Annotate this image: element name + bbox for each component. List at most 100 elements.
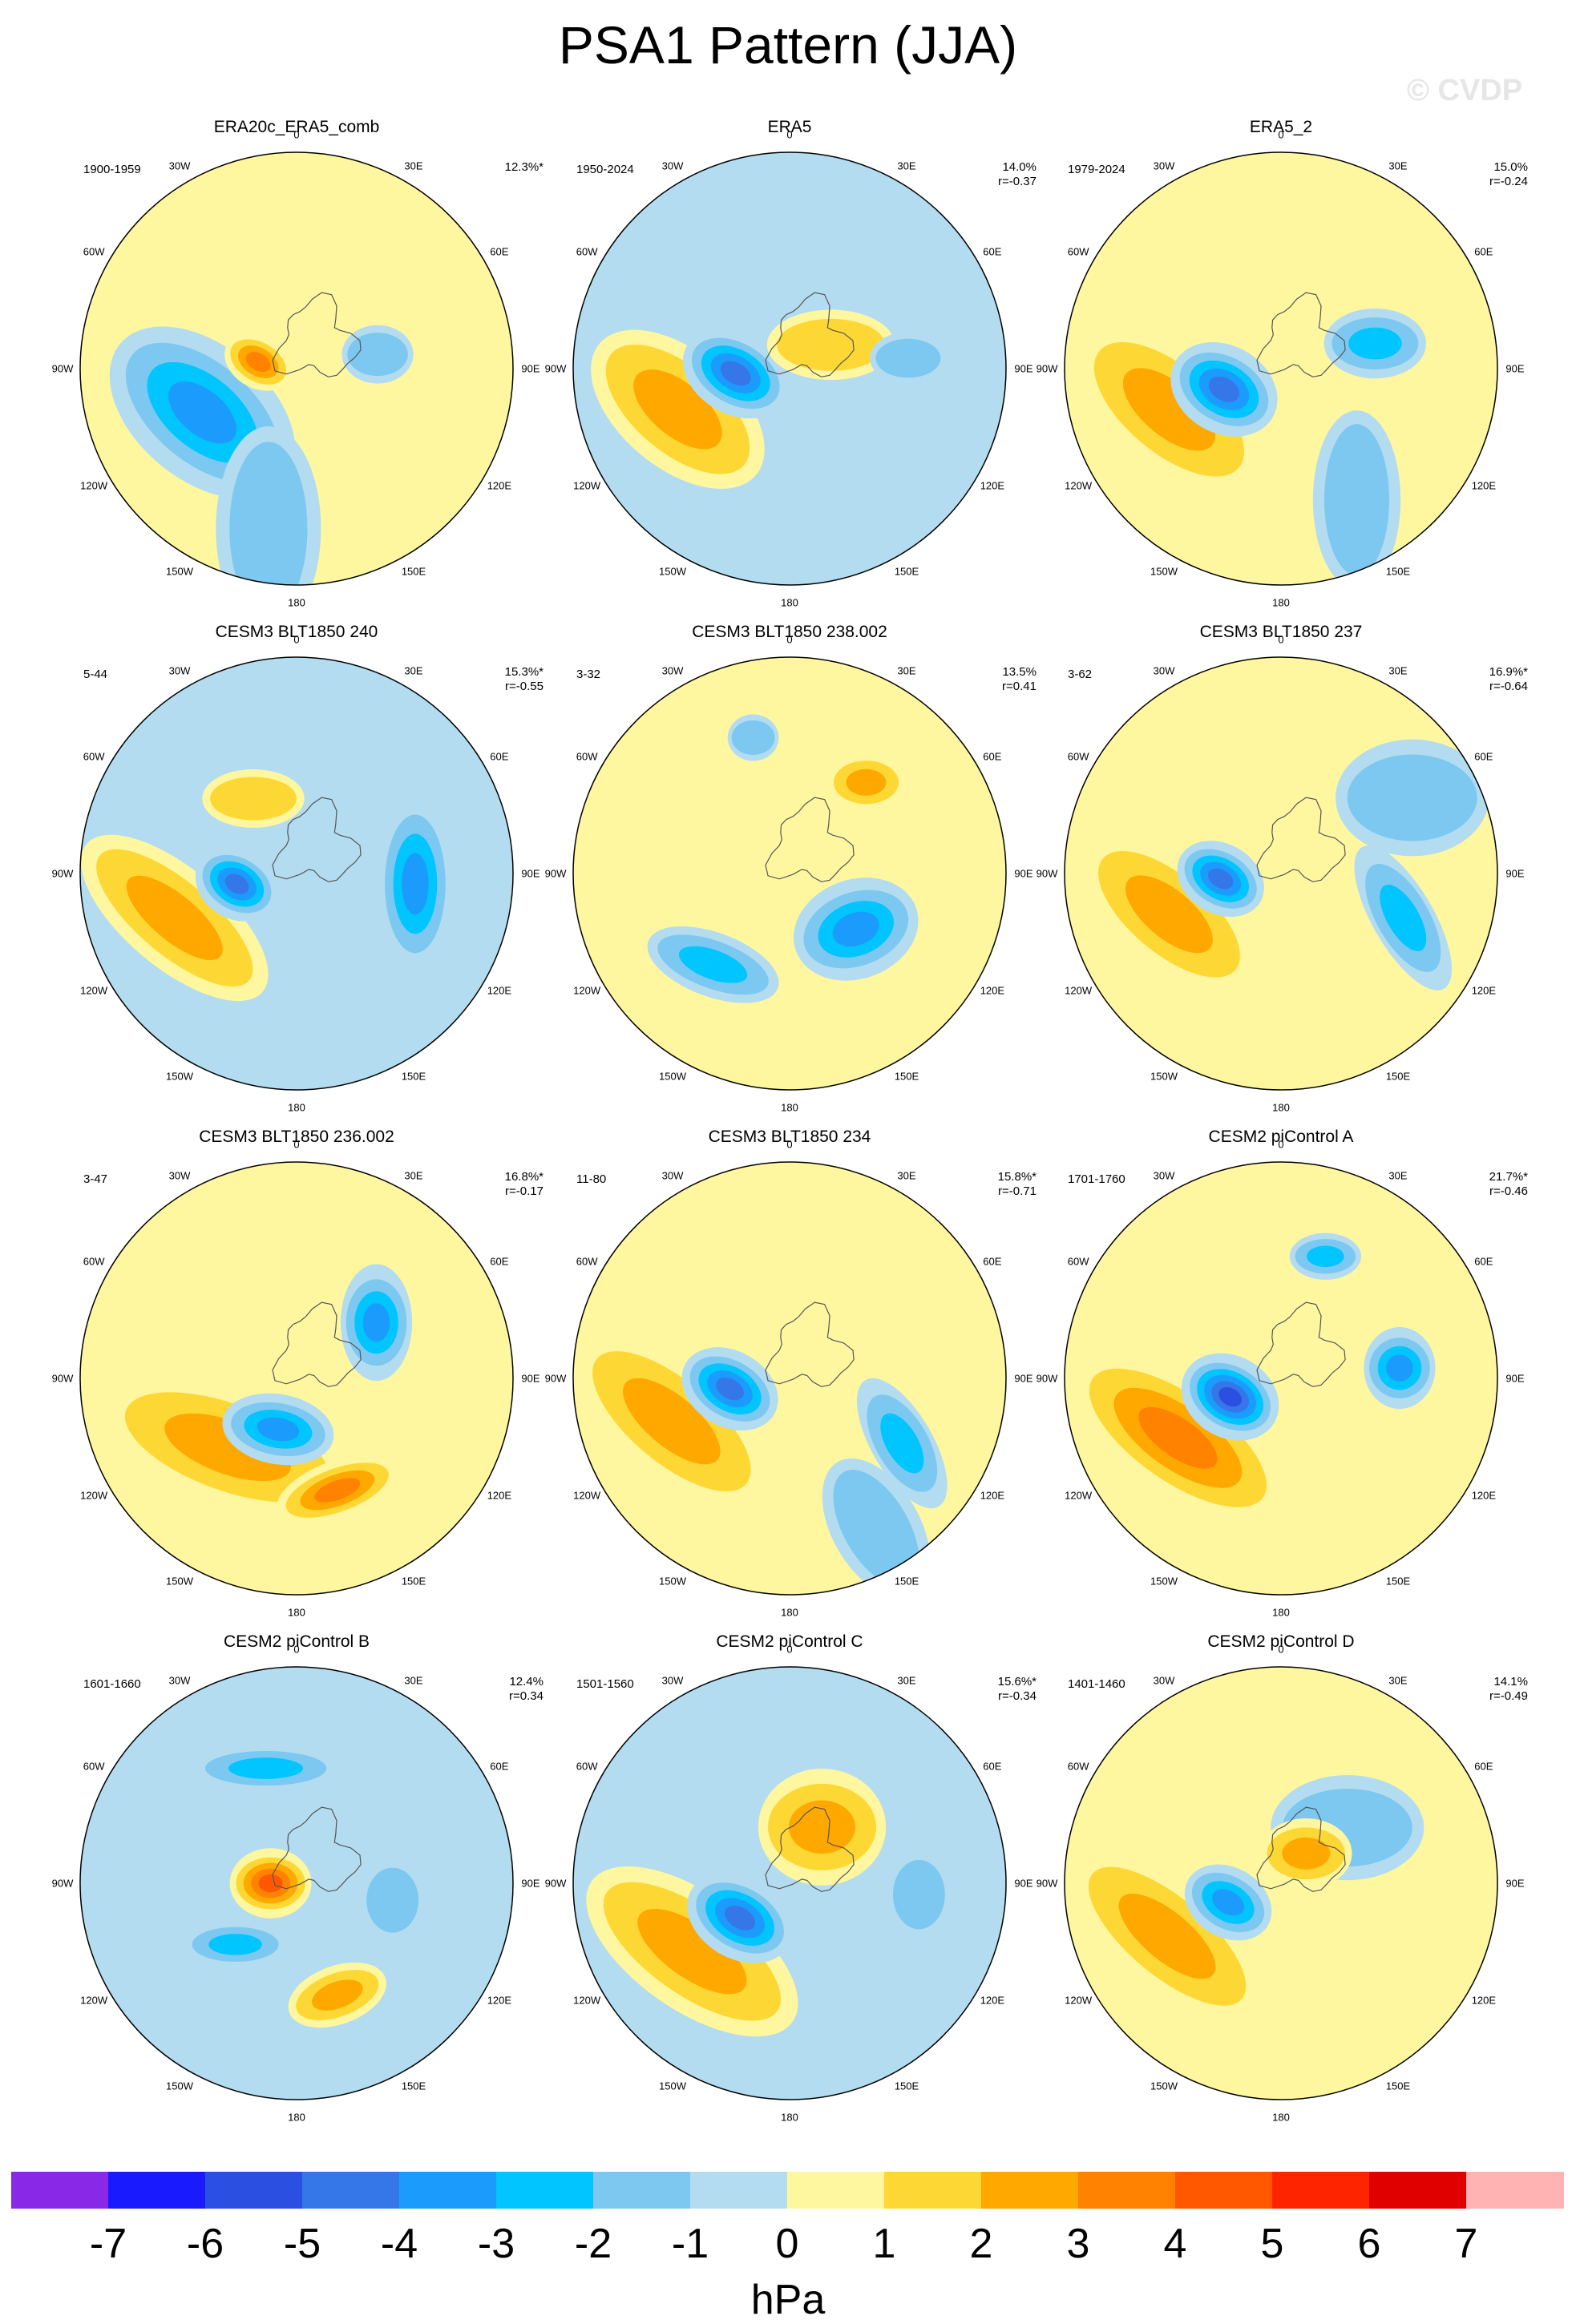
longitude-label: 30W — [661, 1169, 684, 1182]
panel-title: CESM2 piControl C — [716, 1632, 863, 1651]
panel-years: 1401-1460 — [1068, 1677, 1125, 1691]
longitude-label: 60E — [1474, 750, 1493, 763]
colorbar-tick-label: 0 — [775, 2221, 799, 2267]
map-border — [79, 1666, 514, 2100]
longitude-label: 180 — [781, 1606, 798, 1619]
anomaly-contour — [312, 1979, 363, 2011]
colorbar-segment — [11, 2172, 109, 2209]
longitude-label: 180 — [1272, 596, 1290, 609]
anomaly-contour — [1208, 868, 1234, 890]
colorbar-segment — [1466, 2172, 1564, 2209]
map-border — [1064, 1161, 1498, 1596]
panel-percent: 16.9%* — [1489, 665, 1528, 679]
longitude-label: 120E — [487, 984, 512, 997]
longitude-label: 180 — [288, 2111, 305, 2124]
longitude-label: 120W — [573, 1489, 601, 1502]
anomaly-contour — [1208, 376, 1240, 402]
map-border — [1064, 1666, 1498, 2100]
coastline — [272, 797, 362, 882]
longitude-label: 90E — [1014, 1877, 1033, 1890]
longitude-label: 90W — [51, 1372, 74, 1385]
panel-percent: 15.6%* — [997, 1675, 1037, 1689]
longitude-label: 180 — [781, 2111, 798, 2124]
panel-title: ERA5_2 — [1249, 118, 1313, 136]
colorbar-tick-label: -5 — [283, 2221, 321, 2267]
anomaly-contour — [229, 442, 308, 585]
colorbar-tick-label: 3 — [1066, 2221, 1090, 2267]
longitude-label: 30E — [1388, 1674, 1408, 1687]
longitude-label: 60E — [983, 750, 1002, 763]
polar-map — [572, 1161, 1007, 1596]
anomaly-contour — [1307, 1245, 1344, 1268]
colorbar-segment — [1369, 2172, 1467, 2209]
colorbar-segment — [205, 2172, 303, 2209]
colorbar-tick-label: 1 — [872, 2221, 896, 2267]
longitude-label: 60W — [576, 750, 598, 763]
anomaly-contour — [126, 875, 223, 961]
panel-years: 1601-1660 — [83, 1677, 141, 1691]
anomaly-contour — [402, 853, 429, 915]
polar-map — [572, 151, 1007, 586]
longitude-label: 60E — [490, 1760, 509, 1773]
coastline — [765, 797, 855, 882]
panel-correlation: r=-0.37 — [998, 175, 1037, 188]
anomaly-contour — [776, 318, 885, 371]
longitude-label: 120E — [487, 479, 512, 492]
panel-correlation: r=0.34 — [509, 1689, 544, 1703]
panel-percent: 15.3%* — [504, 665, 544, 679]
panel-stats: 12.3%* — [463, 160, 544, 175]
panel-title: ERA5 — [767, 118, 812, 136]
longitude-label: 30E — [1388, 159, 1408, 172]
longitude-label: 120W — [1065, 984, 1093, 997]
longitude-label: 120E — [1471, 984, 1497, 997]
panel-years: 1950-2024 — [576, 163, 634, 176]
panel-years: 1501-1560 — [576, 1677, 634, 1691]
longitude-label: 150W — [659, 2080, 686, 2092]
longitude-label: 0 — [293, 1138, 300, 1151]
map-panel: CESM2 piControl D 1401-1460 14.1% r=-0.49 0 3… — [1037, 1631, 1576, 2144]
longitude-label: 60W — [1067, 1255, 1089, 1268]
panel-percent: 12.4% — [509, 1675, 544, 1689]
longitude-label: 30W — [1153, 664, 1175, 677]
longitude-label: 0 — [786, 1643, 793, 1656]
anomaly-contour — [1348, 327, 1402, 360]
colorbar-tick-label: 5 — [1260, 2221, 1284, 2267]
longitude-label: 90E — [1505, 867, 1525, 880]
panel-correlation: r=-0.55 — [505, 680, 544, 693]
colorbar-segment — [593, 2172, 691, 2209]
longitude-label: 30E — [897, 1169, 916, 1182]
longitude-label: 0 — [1278, 128, 1284, 141]
longitude-label: 60E — [1474, 245, 1493, 258]
map-border — [572, 1666, 1007, 2100]
map-border — [572, 151, 1007, 586]
panel-years: 3-32 — [576, 668, 601, 681]
anomaly-contour — [892, 1859, 945, 1930]
anomaly-contour — [720, 361, 751, 386]
colorbar-segment — [690, 2172, 788, 2209]
anomaly-contour — [1118, 1893, 1216, 1979]
anomaly-contour — [833, 1470, 919, 1588]
longitude-label: 30E — [404, 664, 423, 677]
panel-stats: 16.8%* r=-0.17 — [463, 1170, 544, 1199]
colorbar-segment — [787, 2172, 885, 2209]
panel-title: CESM3 BLT1850 238.002 — [692, 623, 887, 641]
longitude-label: 30E — [1388, 1169, 1408, 1182]
polar-map — [1064, 656, 1498, 1091]
panel-correlation: r=-0.34 — [998, 1689, 1037, 1703]
longitude-label: 0 — [1278, 1138, 1284, 1151]
longitude-label: 0 — [1278, 1643, 1284, 1656]
longitude-label: 60E — [490, 750, 509, 763]
map-border — [572, 1161, 1007, 1596]
anomaly-contour — [832, 911, 879, 947]
longitude-label: 60W — [83, 1760, 105, 1773]
panel-stats: 21.7%* r=-0.46 — [1448, 1170, 1528, 1199]
colorbar-segment — [496, 2172, 594, 2209]
map-border — [1064, 151, 1498, 586]
longitude-label: 30E — [404, 1674, 423, 1687]
longitude-label: 150E — [401, 1575, 426, 1588]
anomaly-contour — [1324, 424, 1389, 576]
longitude-label: 60E — [983, 245, 1002, 258]
longitude-label: 60W — [1067, 245, 1089, 258]
anomaly-contour — [1386, 1354, 1413, 1382]
longitude-label: 180 — [1272, 2111, 1290, 2124]
